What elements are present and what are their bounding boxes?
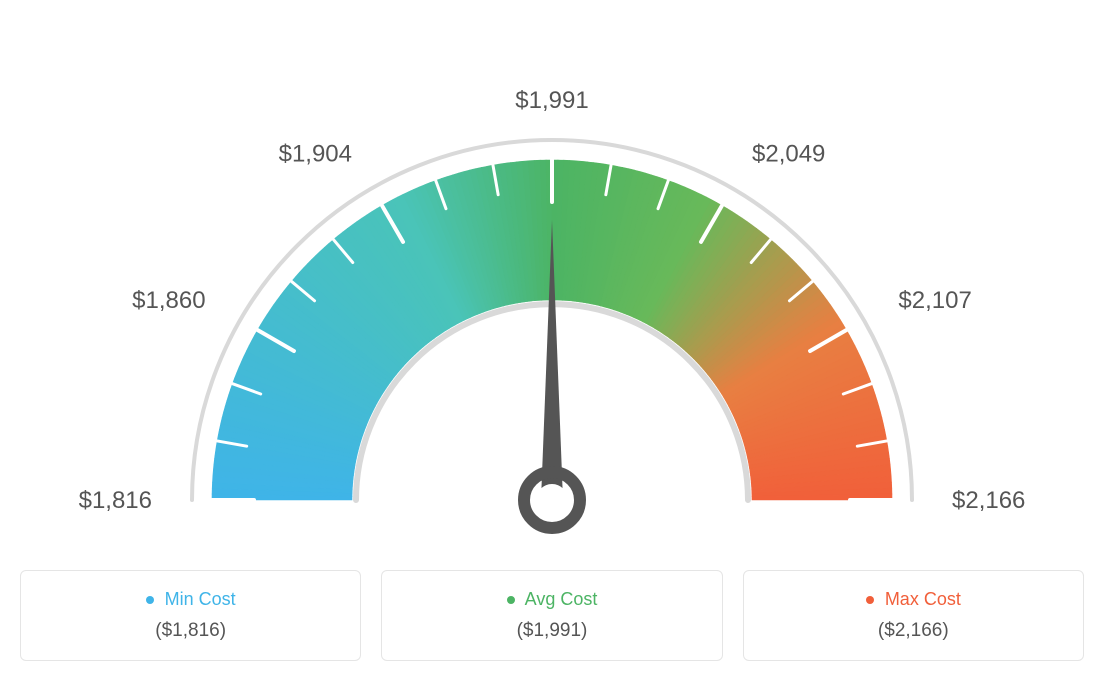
gauge-chart: $1,816 $1,860 $1,904 $1,991 $2,049 $2,107 $2,1… bbox=[20, 20, 1084, 550]
summary-cards: Min Cost ($1,816) Avg Cost ($1,991) Max … bbox=[20, 570, 1084, 661]
svg-text:$1,816: $1,816 bbox=[79, 487, 152, 514]
svg-text:$2,049: $2,049 bbox=[752, 141, 825, 168]
gauge-svg: $1,816 $1,860 $1,904 $1,991 $2,049 $2,107 $2,1… bbox=[20, 20, 1084, 550]
min-cost-label: Min Cost bbox=[41, 589, 340, 610]
min-cost-card: Min Cost ($1,816) bbox=[20, 570, 361, 661]
max-cost-value: ($2,166) bbox=[764, 620, 1063, 642]
svg-text:$1,904: $1,904 bbox=[279, 141, 352, 168]
avg-dot-icon bbox=[507, 596, 515, 604]
avg-cost-label: Avg Cost bbox=[402, 589, 701, 610]
avg-cost-card: Avg Cost ($1,991) bbox=[381, 570, 722, 661]
min-dot-icon bbox=[146, 596, 154, 604]
svg-text:$2,107: $2,107 bbox=[898, 287, 971, 314]
min-label-text: Min Cost bbox=[165, 589, 236, 609]
max-label-text: Max Cost bbox=[885, 589, 961, 609]
max-cost-label: Max Cost bbox=[764, 589, 1063, 610]
avg-cost-value: ($1,991) bbox=[402, 620, 701, 642]
avg-label-text: Avg Cost bbox=[525, 589, 598, 609]
svg-text:$2,166: $2,166 bbox=[952, 487, 1025, 514]
max-dot-icon bbox=[866, 596, 874, 604]
min-cost-value: ($1,816) bbox=[41, 620, 340, 642]
max-cost-card: Max Cost ($2,166) bbox=[743, 570, 1084, 661]
svg-text:$1,991: $1,991 bbox=[515, 87, 588, 114]
svg-text:$1,860: $1,860 bbox=[132, 287, 205, 314]
